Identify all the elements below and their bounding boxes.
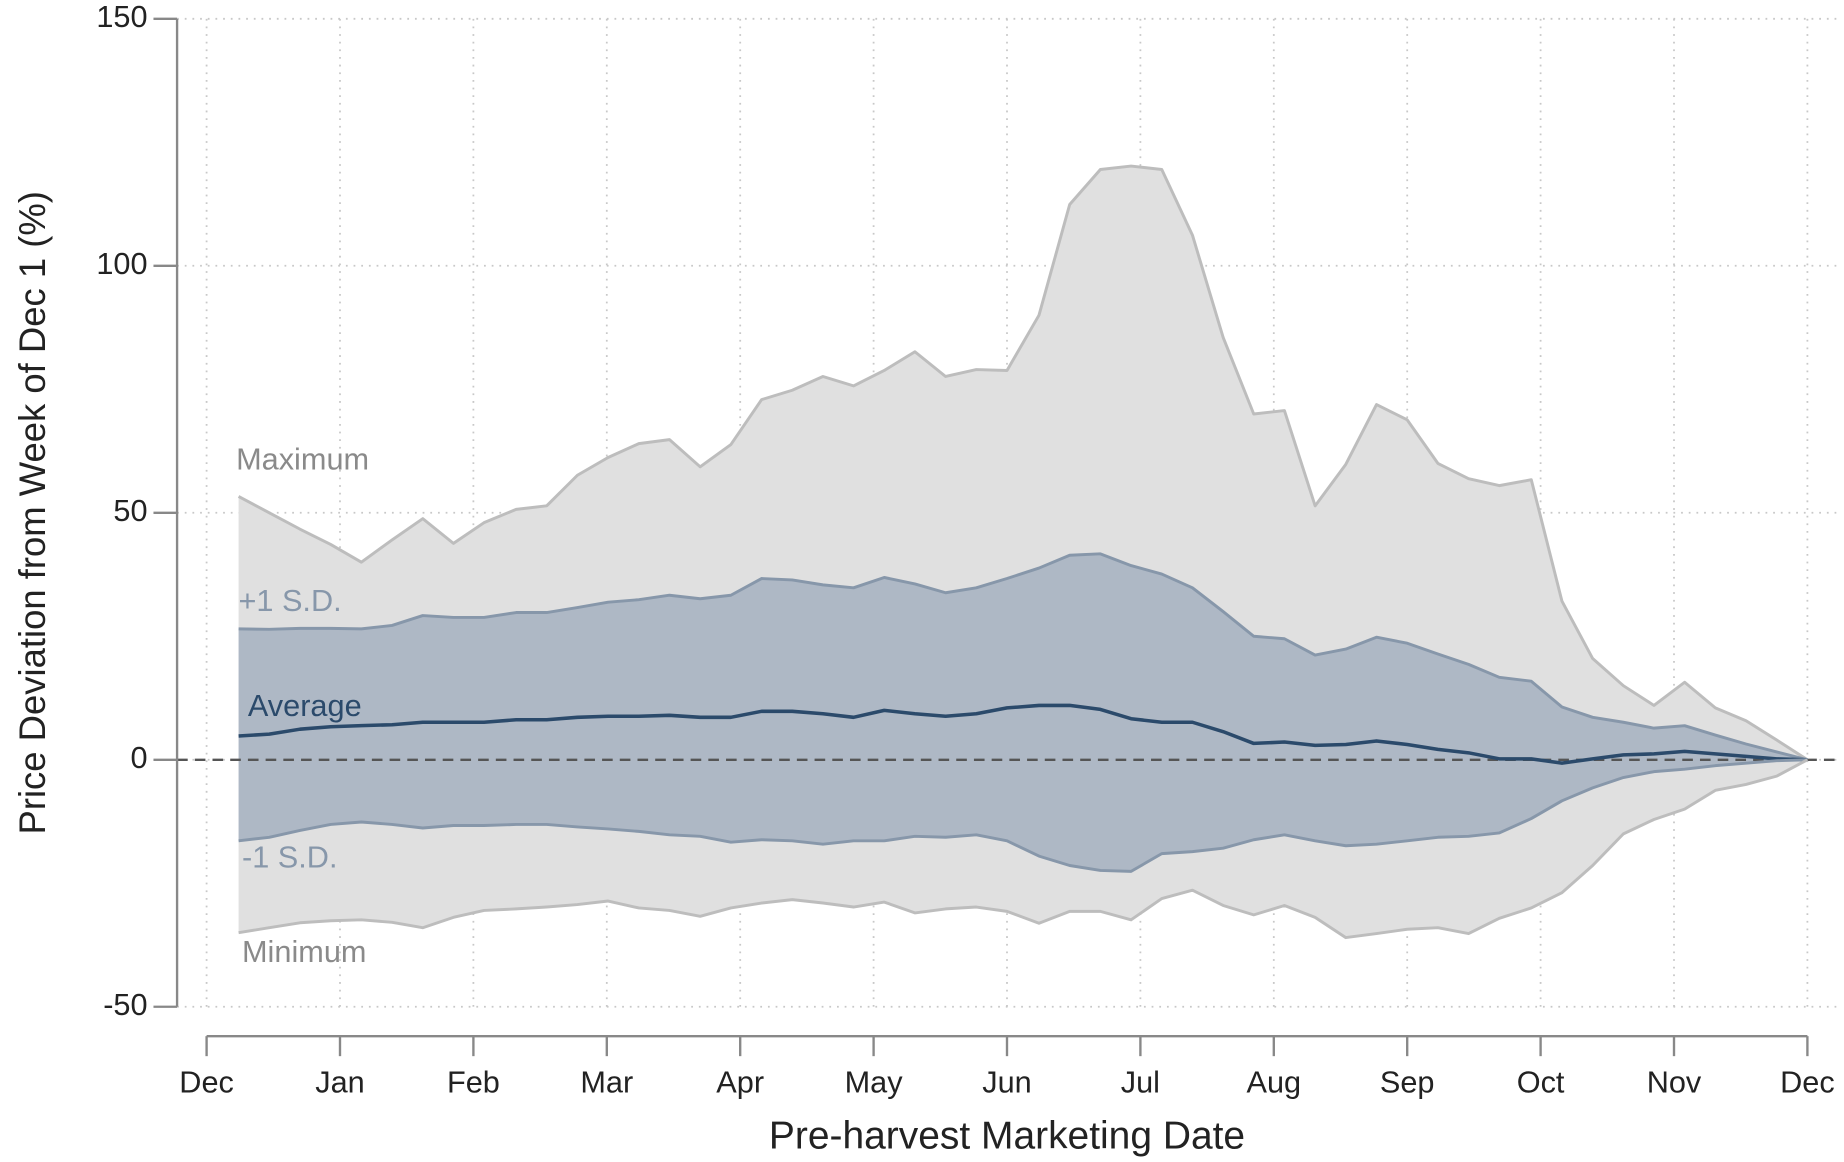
x-tick-label: Dec [179,1066,234,1100]
y-tick-label: 150 [96,0,147,34]
x-tick-label: Aug [1246,1066,1301,1100]
lines: Maximum +1 S.D. Average -1 S.D. Minimum [177,164,1840,969]
series-label: -1 S.D. [242,841,337,875]
series-line [238,552,1808,762]
x-tick-label: Oct [1517,1066,1565,1100]
band-fill [238,553,1808,872]
x-tick-label: Feb [447,1066,500,1100]
series-label: Maximum [236,442,369,476]
series-line [237,164,1809,762]
y-axis-label: Price Deviation from Week of Dec 1 (%) [12,191,53,834]
series-label: Minimum [242,935,366,969]
x-tick-label: Jul [1121,1066,1160,1100]
bands [238,166,1808,938]
x-tick-label: Sep [1380,1066,1435,1100]
series-line [238,703,1808,765]
x-tick-label: Apr [716,1066,764,1100]
series-label: +1 S.D. [238,584,341,618]
y-tick-label: 0 [130,741,147,775]
x-tick-label: Jun [982,1066,1031,1100]
x-tick-label: Dec [1780,1066,1835,1100]
axes: -50 0 50 100 150 Dec Jan Feb Mar Apr May Jun Jul Aug S… [96,0,1834,1099]
x-tick-label: Mar [580,1066,633,1100]
y-tick-label: -50 [103,988,147,1022]
y-tick-label: 100 [96,247,147,281]
series-line [238,758,1808,873]
x-tick-label: Nov [1647,1066,1702,1100]
x-axis-label: Pre-harvest Marketing Date [769,1115,1245,1158]
x-tick-label: Jan [315,1066,364,1100]
series-line [238,758,1809,940]
x-tick-label: May [845,1066,904,1100]
y-tick-label: 50 [113,494,147,528]
series-label: Average [248,689,362,723]
